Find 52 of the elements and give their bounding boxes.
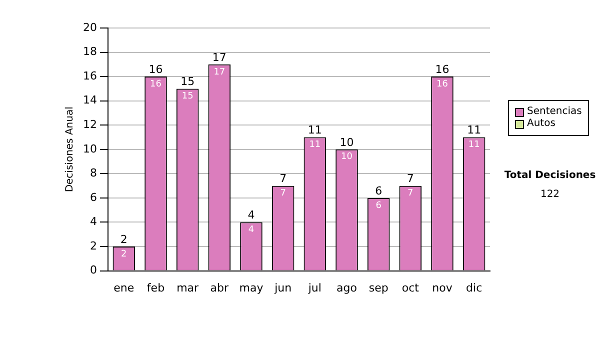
y-tick-label: 20 (82, 20, 97, 34)
total-label: 10 (340, 136, 354, 149)
total-label: 17 (212, 50, 226, 64)
x-tick-label: feb (146, 281, 165, 294)
data-label: 6 (376, 200, 382, 211)
y-tick-label: 6 (90, 190, 97, 204)
data-label: 2 (121, 249, 127, 260)
y-tick-label: 18 (82, 45, 97, 58)
x-tick-label: ago (336, 281, 358, 294)
x-tick-label: mar (176, 281, 200, 294)
total-label: 11 (308, 124, 322, 137)
text: Total Decisiones (503, 170, 597, 181)
x-tick-label: dic (466, 281, 482, 294)
total-label: 16 (148, 62, 163, 76)
data-label: 11 (468, 140, 480, 150)
total-label: 11 (467, 124, 482, 137)
y-tick-label: 10 (82, 142, 97, 156)
y-tick-label: 14 (82, 94, 97, 107)
y-tick-label: 2 (90, 239, 97, 252)
data-label: 16 (436, 79, 448, 90)
total-label: 2 (120, 232, 128, 246)
legend-label: Sentencias (527, 106, 582, 118)
total-label: 6 (375, 184, 382, 198)
text: 122 (539, 189, 561, 200)
x-tick-label: nov (432, 281, 453, 294)
x-tick-label: oct (402, 281, 420, 294)
y-tick-label: 12 (82, 118, 97, 131)
data-label: 11 (309, 140, 321, 150)
total-label: 4 (248, 208, 255, 222)
data-label: 17 (214, 67, 226, 78)
total-label: 15 (180, 75, 195, 88)
total-label: 16 (435, 62, 450, 76)
data-label: 15 (182, 92, 194, 102)
y-axis-title: Decisiones Anual (64, 106, 76, 192)
x-tick-label: jul (307, 281, 322, 294)
total-label: 7 (280, 172, 287, 186)
data-label: 7 (280, 188, 286, 199)
data-label: 7 (408, 188, 414, 199)
legend-label: Autos (527, 118, 556, 130)
x-tick-label: ene (114, 281, 134, 294)
y-tick-label: 4 (90, 215, 97, 228)
x-tick-label: abr (210, 281, 230, 294)
data-label: 16 (150, 79, 162, 90)
x-tick-label: jun (274, 281, 292, 294)
y-tick-label: 16 (82, 69, 97, 82)
x-tick-label: may (239, 281, 264, 294)
x-tick-label: sep (368, 281, 388, 294)
data-label: 4 (248, 225, 254, 236)
total-label: 7 (406, 172, 414, 186)
y-tick-label: 0 (90, 264, 97, 277)
y-tick-label: 8 (90, 166, 97, 180)
data-label: 10 (341, 152, 353, 162)
